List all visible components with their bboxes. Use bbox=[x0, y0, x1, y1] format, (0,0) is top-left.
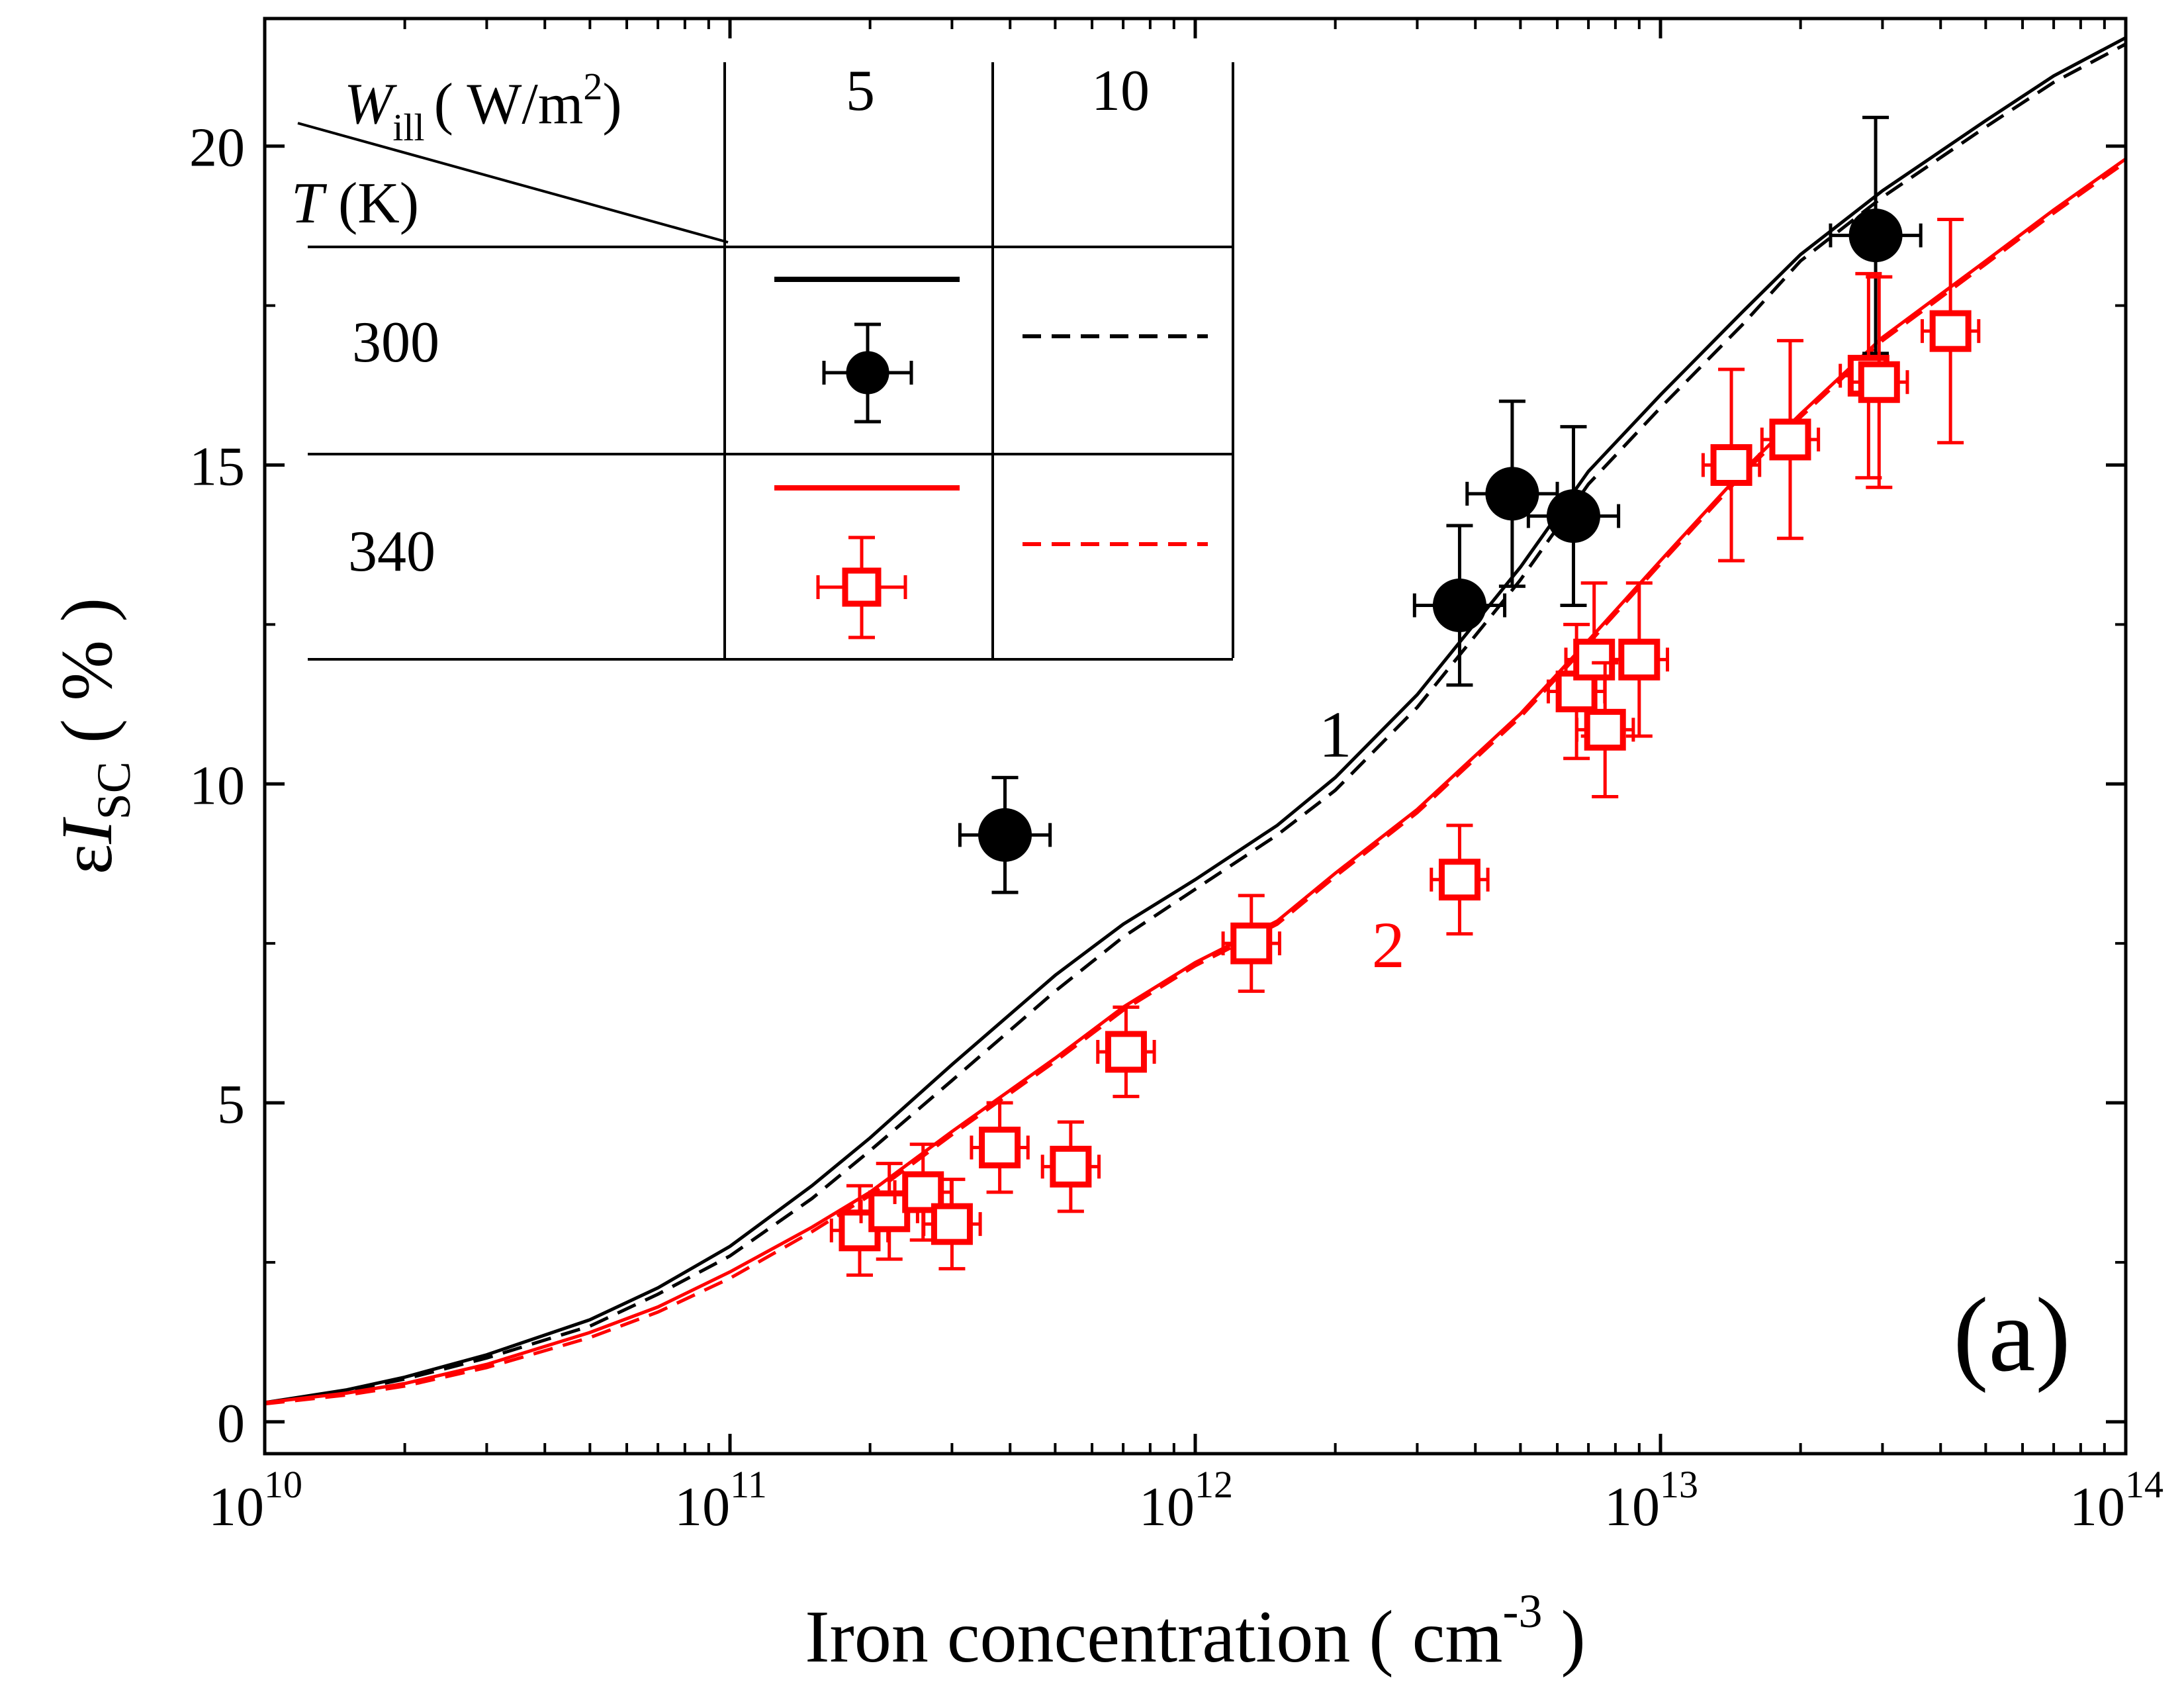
panel-label: (a) bbox=[1953, 1276, 2071, 1393]
point-T300_W5_data bbox=[1412, 524, 1507, 687]
legend-header-w: Will( W/m2) bbox=[344, 65, 622, 149]
fit-curves bbox=[264, 36, 2127, 1406]
curve-T300_W5_fit bbox=[264, 36, 2127, 1405]
y-tick-label: 5 bbox=[217, 1074, 245, 1135]
point-T340_W5_data bbox=[1609, 581, 1670, 738]
point-T340_W5_data bbox=[1760, 339, 1821, 540]
curve-T340_W10_fit bbox=[264, 160, 2127, 1406]
point-T340_W5_data bbox=[1701, 367, 1762, 563]
curve-label-2: 2 bbox=[1372, 908, 1405, 982]
legend-col-10: 10 bbox=[1091, 59, 1150, 123]
point-T340_W5_data bbox=[1920, 218, 1981, 445]
legend-header-t: T (K) bbox=[291, 171, 419, 236]
legend-col-5: 5 bbox=[846, 59, 875, 123]
point-T340_W5_data bbox=[1096, 1006, 1156, 1098]
point-T340_W5_data bbox=[1849, 275, 1909, 489]
x-tick-label: 1011 bbox=[674, 1463, 767, 1538]
point-T340_W5_data bbox=[1221, 894, 1281, 993]
curve-T300_W10_fit bbox=[264, 42, 2127, 1405]
y-tick-label: 20 bbox=[189, 117, 245, 179]
point-T300_W5_data bbox=[1526, 425, 1621, 607]
y-axis: 0 5 10 15 20 bbox=[189, 117, 2126, 1454]
y-tick-label: 15 bbox=[189, 436, 245, 497]
legend-diagonal bbox=[297, 122, 729, 244]
point-T340_W5_data bbox=[1430, 823, 1490, 936]
y-axis-title: εISC ( % ) bbox=[46, 598, 140, 874]
point-T340_W5_data bbox=[1040, 1120, 1101, 1213]
point-T300_W5_data bbox=[1829, 115, 1923, 355]
data-points bbox=[829, 115, 1981, 1277]
point-T300_W5_data bbox=[958, 776, 1052, 894]
x-tick-label: 1012 bbox=[1139, 1463, 1233, 1538]
y-tick-label: 10 bbox=[189, 755, 245, 816]
legend-row-300: 300 bbox=[352, 310, 439, 375]
curve-T340_W5_fit bbox=[264, 157, 2127, 1405]
legend-sample-300-5-marker bbox=[822, 322, 913, 424]
x-tick-label: 1010 bbox=[208, 1463, 302, 1538]
legend-row-340: 340 bbox=[348, 520, 435, 584]
y-tick-label: 0 bbox=[217, 1393, 245, 1454]
curve-label-1: 1 bbox=[1319, 698, 1352, 771]
legend-sample-340-5-marker bbox=[816, 536, 907, 639]
x-tick-label: 1014 bbox=[2070, 1463, 2163, 1538]
x-tick-label: 1013 bbox=[1604, 1463, 1698, 1538]
legend-samples bbox=[774, 277, 1208, 639]
x-axis-title: Iron concentration ( cm-3 ) bbox=[805, 1585, 1586, 1678]
x-axis: 1010 1011 1012 1013 1014 bbox=[208, 19, 2163, 1538]
point-T340_W5_data bbox=[922, 1178, 982, 1271]
point-T340_W5_data bbox=[970, 1101, 1030, 1194]
legend-table bbox=[297, 62, 1234, 661]
